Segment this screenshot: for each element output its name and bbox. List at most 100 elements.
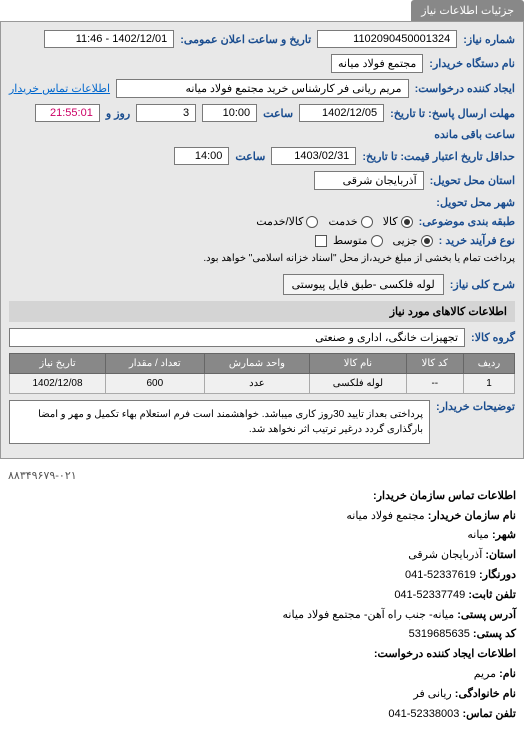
radio-goods[interactable]: کالا: [383, 215, 413, 228]
radio-goods-label: کالا: [383, 215, 398, 228]
contact-name: نام: مریم: [8, 665, 516, 685]
row-group: گروه کالا: تجهیزات خانگی، اداری و صنعتی: [9, 328, 515, 347]
table-header-row: ردیف کد کالا نام کالا واحد شمارش تعداد /…: [10, 354, 515, 374]
c-province-label: استان:: [485, 549, 516, 561]
col-qty: تعداد / مقدار: [106, 354, 205, 374]
phone-value: 52337749-041: [394, 589, 465, 601]
delivery-date: 1403/02/31: [271, 147, 356, 165]
radio-goods-service[interactable]: کالا/خدمت: [256, 215, 318, 228]
row-buyer: نام دستگاه خریدار: مجتمع فولاد میانه: [9, 54, 515, 73]
province-value: آذربایجان شرقی: [314, 171, 424, 190]
announce-label: تاریخ و ساعت اعلان عمومی:: [180, 33, 311, 46]
row-delivery: حداقل تاریخ اعتبار قیمت: تا تاریخ: 1403/…: [9, 147, 515, 165]
delivery-label: حداقل تاریخ اعتبار قیمت: تا تاریخ:: [362, 150, 515, 163]
cell-code: --: [406, 374, 463, 394]
classification-radios: کالا خدمت کالا/خدمت: [256, 215, 412, 228]
radio-medium-label: متوسط: [333, 234, 368, 247]
row-city: شهر محل تحویل:: [9, 196, 515, 209]
days-label: روز و: [106, 107, 130, 120]
radio-partial[interactable]: جزیی: [393, 234, 433, 247]
delivery-time: 14:00: [174, 147, 229, 165]
classification-label: طبقه بندی موضوعی:: [419, 215, 515, 228]
contact-org: نام سازمان خریدار: مجتمع فولاد میانه: [8, 507, 516, 527]
contact-city: شهر: میانه: [8, 526, 516, 546]
contact-postal: کد پستی: 5319685635: [8, 625, 516, 645]
process-note: پرداخت تمام یا بخشی از مبلغ خرید،از محل …: [203, 253, 515, 264]
footer-phone: ۸۸۳۴۹۶۷۹-۰۲۱: [8, 467, 516, 487]
goods-table: ردیف کد کالا نام کالا واحد شمارش تعداد /…: [9, 353, 515, 394]
deadline-time: 10:00: [202, 104, 257, 122]
family-value: ریانی فر: [413, 688, 451, 700]
name-value: مریم: [474, 668, 496, 680]
contact-province: استان: آذربایجان شرقی: [8, 546, 516, 566]
row-classification: طبقه بندی موضوعی: کالا خدمت کالا/خدمت: [9, 215, 515, 228]
desc-value: لوله فلکسی -طبق فایل پیوستی: [283, 274, 444, 295]
process-radios: جزیی متوسط: [333, 234, 433, 247]
cell-date: 1402/12/08: [10, 374, 106, 394]
number-value: 1102090450001324: [317, 30, 457, 48]
c-city-value: میانه: [467, 529, 489, 541]
table-row: 1 -- لوله فلکسی عدد 600 1402/12/08: [10, 374, 515, 394]
contact-tel: تلفن تماس: 52338003-041: [8, 705, 516, 725]
postal-label: کد پستی:: [473, 628, 516, 640]
group-value: تجهیزات خانگی، اداری و صنعتی: [9, 328, 465, 347]
tel-label: تلفن تماس:: [462, 708, 516, 720]
row-province: استان محل تحویل: آذربایجان شرقی: [9, 171, 515, 190]
row-number: شماره نیاز: 1102090450001324 تاریخ و ساع…: [9, 30, 515, 48]
remaining-days: 3: [136, 104, 196, 122]
remaining-label: ساعت باقی مانده: [434, 128, 515, 141]
creator-label: ایجاد کننده درخواست:: [415, 82, 515, 95]
time-label-1: ساعت: [263, 107, 293, 120]
province-label: استان محل تحویل:: [430, 174, 515, 187]
col-code: کد کالا: [406, 354, 463, 374]
header-tab: جزئیات اطلاعات نیاز: [411, 0, 524, 21]
process-label: نوع فرآیند خرید :: [439, 234, 515, 247]
city-label: شهر محل تحویل:: [436, 196, 515, 209]
radio-goods-service-circle: [306, 216, 318, 228]
org-value: مجتمع فولاد میانه: [346, 510, 424, 522]
cell-qty: 600: [106, 374, 205, 394]
fax-value: 52337619-041: [405, 569, 476, 581]
time-label-2: ساعت: [235, 150, 265, 163]
creator-value: مریم ریانی فر کارشناس خرید مجتمع فولاد م…: [116, 79, 409, 98]
col-name: نام کالا: [310, 354, 406, 374]
group-label: گروه کالا:: [471, 331, 515, 344]
contact-family: نام خانوادگی: ریانی فر: [8, 685, 516, 705]
address-value: میانه- جنب راه آهن- مجتمع فولاد میانه: [283, 609, 455, 621]
main-panel: شماره نیاز: 1102090450001324 تاریخ و ساع…: [0, 21, 524, 459]
deadline-date: 1402/12/05: [299, 104, 384, 122]
goods-section-title: اطلاعات کالاهای مورد نیاز: [9, 301, 515, 322]
buyer-label: نام دستگاه خریدار:: [429, 57, 515, 70]
family-label: نام خانوادگی:: [455, 688, 516, 700]
radio-partial-label: جزیی: [393, 234, 418, 247]
cell-name: لوله فلکسی: [310, 374, 406, 394]
contact-section: ۸۸۳۴۹۶۷۹-۰۲۱ اطلاعات تماس سازمان خریدار:…: [0, 459, 524, 732]
notes-label: توضیحات خریدار:: [436, 400, 515, 413]
number-label: شماره نیاز:: [463, 33, 515, 46]
buyer-value: مجتمع فولاد میانه: [331, 54, 423, 73]
desc-label: شرح کلی نیاز:: [450, 278, 515, 291]
tel-value: 52338003-041: [388, 708, 459, 720]
contact-link[interactable]: اطلاعات تماس خریدار: [9, 82, 110, 95]
contact-phone: تلفن ثابت: 52337749-041: [8, 586, 516, 606]
row-creator: ایجاد کننده درخواست: مریم ریانی فر کارشن…: [9, 79, 515, 98]
deadline-label: مهلت ارسال پاسخ: تا تاریخ:: [390, 107, 515, 120]
name-label: نام:: [499, 668, 516, 680]
radio-medium[interactable]: متوسط: [333, 234, 383, 247]
col-unit: واحد شمارش: [204, 354, 310, 374]
org-label: نام سازمان خریدار:: [428, 510, 516, 522]
radio-service[interactable]: خدمت: [328, 215, 372, 228]
contact-title: اطلاعات تماس سازمان خریدار:: [8, 487, 516, 507]
radio-partial-circle: [421, 235, 433, 247]
postal-value: 5319685635: [409, 628, 470, 640]
row-process: نوع فرآیند خرید : جزیی متوسط پرداخت تمام…: [9, 234, 515, 264]
radio-service-circle: [361, 216, 373, 228]
payment-checkbox[interactable]: [315, 235, 327, 247]
row-desc: شرح کلی نیاز: لوله فلکسی -طبق فایل پیوست…: [9, 274, 515, 295]
row-notes: توضیحات خریدار: پرداختی بعداز تایید 30رو…: [9, 400, 515, 444]
phone-label: تلفن ثابت:: [468, 589, 516, 601]
radio-medium-circle: [371, 235, 383, 247]
col-row: ردیف: [463, 354, 514, 374]
col-date: تاریخ نیاز: [10, 354, 106, 374]
remaining-time: 21:55:01: [35, 104, 100, 122]
